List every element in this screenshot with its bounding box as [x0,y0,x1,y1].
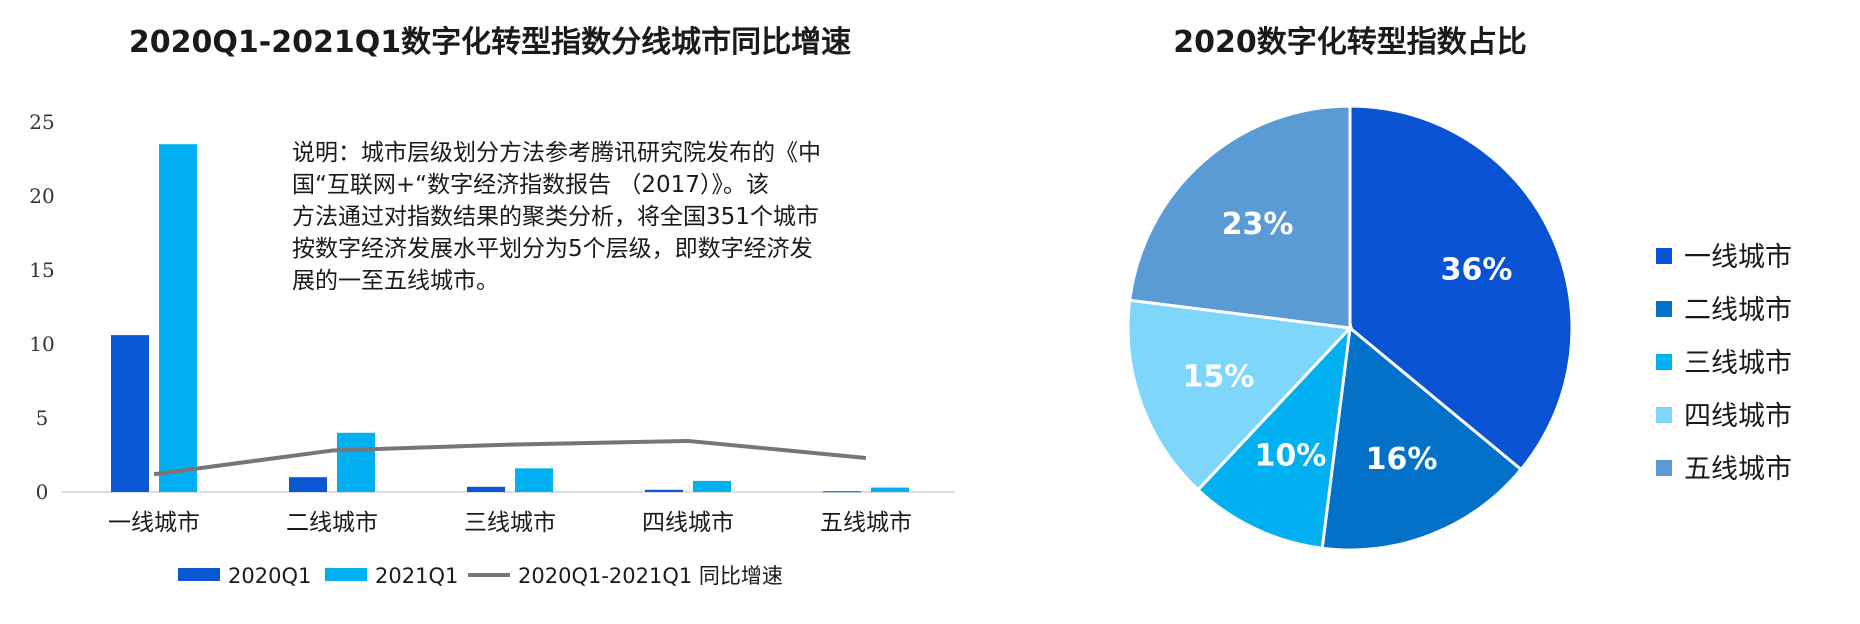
bar-marks [111,144,909,493]
bar-chart-title: 2020Q1-2021Q1数字化转型指数分线城市同比增速 [129,25,851,60]
legend-label: 2020Q1-2021Q1 同比增速 [518,564,783,588]
bar-2021q1-3 [693,480,731,492]
annotation-line: 说明：城市层级划分方法参考腾讯研究院发布的《中 [292,140,821,166]
pie-slice-0 [1348,104,1574,472]
bar-chart: 2020Q1-2021Q1数字化转型指数分线城市同比增速 0510152025 … [29,25,955,588]
annotation-line: 展的一至五线城市。 [292,268,499,294]
legend-swatch-2021q1 [325,568,367,581]
bar-x-tick-label: 二线城市 [286,510,378,536]
pie-legend-label: 三线城市 [1684,348,1792,379]
bar-y-axis: 0 5 10 15 20 25 [29,110,54,504]
bar-y-tick-label: 10 [29,332,54,356]
pie-legend-label: 二线城市 [1684,295,1792,326]
pie-chart-title: 2020数字化转型指数占比 [1173,25,1527,60]
pie-legend-swatch-4 [1656,460,1672,476]
pie-value-label: 36% [1441,252,1513,287]
bar-y-tick-label: 5 [36,406,49,430]
pie-value-label: 10% [1255,439,1327,474]
bar-y-tick-label: 25 [29,110,54,134]
pie-slice-2 [1195,323,1353,550]
annotation-line: 方法通过对指数结果的聚类分析，将全国351个城市 [292,204,819,230]
bar-2021q1-0 [159,144,197,492]
pie-slice-1 [1320,325,1524,552]
pie-legend-swatch-0 [1656,248,1672,264]
pie-value-label: 23% [1222,207,1294,242]
pie-legend-label: 四线城市 [1684,401,1792,432]
bar-2020q1-4 [823,491,861,493]
pie-value-label: 16% [1366,442,1438,477]
legend-label: 2021Q1 [375,564,458,588]
pie-legend-swatch-1 [1656,301,1672,317]
annotation-line: 国“互联网+“数字经济指数报告 （2017）》。该 [292,172,769,198]
annotation-line: 按数字经济发展水平划分为5个层级，即数字经济发 [292,236,813,262]
bar-2020q1-0 [111,335,149,492]
legend-swatch-2020q1 [178,568,220,581]
bar-y-tick-label: 15 [29,258,54,282]
bar-x-tick-label: 五线城市 [820,510,912,536]
bar-annotation: 说明：城市层级划分方法参考腾讯研究院发布的《中国“互联网+“数字经济指数报告 （… [292,140,821,294]
pie-slice-3 [1126,298,1354,492]
pie-legend-swatch-3 [1656,407,1672,423]
pie-legend-swatch-2 [1656,354,1672,370]
bar-2021q1-4 [871,487,909,492]
legend-label: 2020Q1 [228,564,311,588]
bar-2020q1-2 [467,486,505,492]
bar-x-tick-label: 三线城市 [464,510,556,536]
pie-value-label: 15% [1183,359,1255,394]
bar-x-tick-label: 一线城市 [108,510,200,536]
bar-2021q1-1 [337,432,375,492]
pie-legend-label: 一线城市 [1684,242,1792,273]
bar-2020q1-1 [289,477,327,492]
bar-y-tick-label: 20 [29,184,54,208]
pie-value-labels: 36% 16% 10% 15% 23% [1183,207,1513,477]
pie-slice-4 [1128,104,1352,330]
pie-chart: 2020数字化转型指数占比 36% 16% 10% 15% 23% 一线城市二线城市三线… [1126,25,1792,552]
bar-y-tick-label: 0 [36,480,49,504]
bar-2021q1-2 [515,468,553,492]
bar-x-axis: 一线城市 二线城市 三线城市 四线城市 五线城市 [108,510,912,536]
bar-2020q1-3 [645,489,683,492]
pie-legend-label: 五线城市 [1684,454,1792,485]
bar-x-tick-label: 四线城市 [642,510,734,536]
growth-rate-line [153,438,867,477]
pie-slices [1126,104,1574,552]
bar-legend: 2020Q1 2021Q1 2020Q1-2021Q1 同比增速 [178,564,783,588]
